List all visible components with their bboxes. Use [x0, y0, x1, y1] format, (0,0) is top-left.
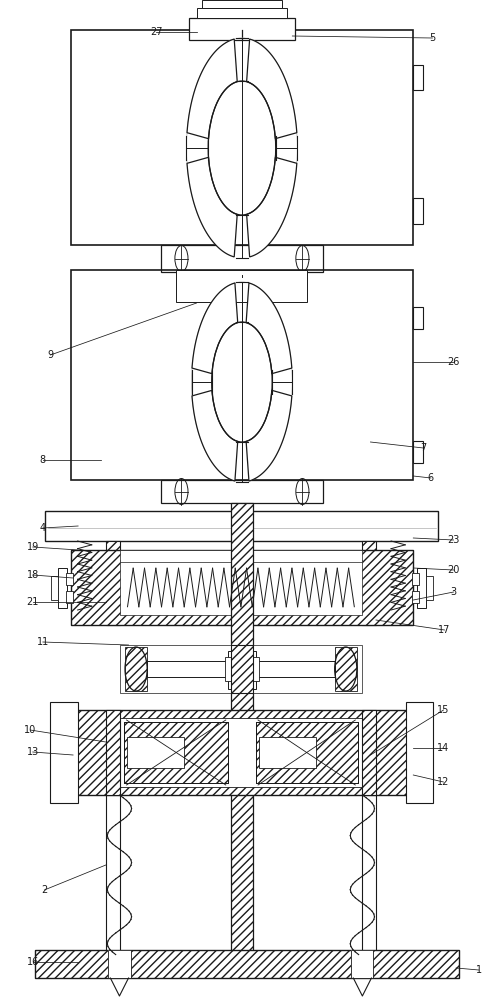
- Bar: [413, 441, 423, 463]
- Bar: [412, 572, 419, 584]
- Bar: [362, 541, 376, 625]
- Bar: [120, 550, 362, 562]
- Text: 4: 4: [40, 523, 46, 533]
- Bar: [106, 710, 120, 795]
- Text: 2: 2: [41, 885, 47, 895]
- Bar: [124, 722, 228, 783]
- Bar: [66, 590, 73, 602]
- Bar: [406, 702, 433, 803]
- Bar: [256, 722, 358, 783]
- Bar: [120, 645, 362, 693]
- Bar: [362, 710, 376, 795]
- Bar: [176, 270, 307, 302]
- Text: 26: 26: [448, 357, 460, 367]
- Text: 21: 21: [27, 597, 39, 607]
- Text: 5: 5: [429, 33, 435, 43]
- Text: 3: 3: [451, 587, 457, 597]
- Bar: [124, 722, 228, 783]
- Polygon shape: [246, 157, 297, 257]
- Bar: [76, 710, 408, 795]
- Bar: [120, 560, 362, 615]
- Bar: [71, 30, 413, 245]
- Bar: [228, 651, 256, 689]
- Bar: [108, 950, 131, 978]
- Text: 20: 20: [448, 565, 460, 575]
- Bar: [351, 950, 373, 978]
- Bar: [189, 18, 295, 40]
- Text: 17: 17: [438, 625, 451, 635]
- Text: 18: 18: [27, 570, 39, 580]
- Bar: [362, 710, 376, 795]
- Text: 14: 14: [437, 743, 450, 753]
- Bar: [127, 737, 184, 768]
- Bar: [231, 503, 253, 975]
- Text: 6: 6: [428, 473, 434, 483]
- Text: 27: 27: [150, 27, 162, 37]
- Bar: [256, 722, 358, 783]
- Bar: [71, 550, 413, 625]
- Bar: [106, 710, 120, 795]
- Text: 16: 16: [27, 957, 39, 967]
- Bar: [76, 710, 408, 795]
- Bar: [231, 645, 253, 693]
- Bar: [50, 702, 78, 803]
- Bar: [413, 198, 423, 224]
- Bar: [125, 647, 147, 691]
- Bar: [108, 950, 131, 978]
- Text: 7: 7: [420, 443, 426, 453]
- Bar: [35, 950, 459, 978]
- Text: 12: 12: [437, 777, 450, 787]
- Bar: [51, 576, 58, 600]
- Bar: [202, 0, 282, 8]
- Polygon shape: [246, 390, 292, 481]
- Text: 1: 1: [476, 965, 482, 975]
- Text: 23: 23: [448, 535, 460, 545]
- Bar: [66, 572, 73, 584]
- Bar: [412, 590, 419, 602]
- Bar: [413, 65, 423, 90]
- Bar: [413, 307, 423, 329]
- Bar: [225, 657, 259, 681]
- Bar: [362, 541, 376, 625]
- Bar: [71, 550, 413, 625]
- Polygon shape: [246, 39, 297, 139]
- Bar: [71, 270, 413, 480]
- Bar: [197, 8, 287, 18]
- Bar: [161, 480, 323, 503]
- Bar: [58, 568, 67, 608]
- Bar: [45, 511, 438, 541]
- Bar: [161, 245, 323, 272]
- Bar: [335, 647, 357, 691]
- Text: 9: 9: [47, 350, 53, 360]
- Bar: [35, 950, 459, 978]
- Bar: [417, 568, 426, 608]
- Text: 19: 19: [27, 542, 39, 552]
- Text: 13: 13: [27, 747, 39, 757]
- Polygon shape: [187, 157, 237, 257]
- Bar: [106, 541, 120, 625]
- Polygon shape: [192, 390, 238, 481]
- Bar: [120, 718, 362, 787]
- Polygon shape: [192, 283, 238, 374]
- Bar: [147, 661, 335, 677]
- Bar: [231, 503, 253, 975]
- Bar: [231, 645, 253, 693]
- Text: 10: 10: [24, 725, 36, 735]
- Bar: [426, 576, 433, 600]
- Text: 11: 11: [37, 637, 49, 647]
- Text: 8: 8: [40, 455, 46, 465]
- Bar: [351, 950, 373, 978]
- Bar: [106, 541, 120, 625]
- Bar: [259, 737, 316, 768]
- Polygon shape: [187, 39, 237, 139]
- Polygon shape: [246, 283, 292, 374]
- Text: 15: 15: [437, 705, 450, 715]
